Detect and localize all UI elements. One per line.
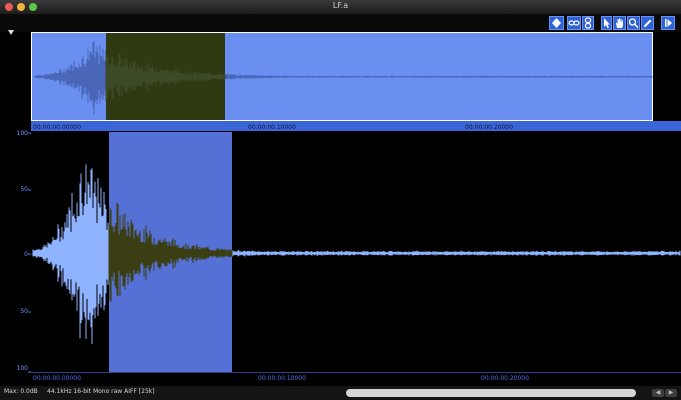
pencil-icon	[644, 19, 652, 28]
hand-icon	[616, 18, 623, 28]
pencil-tool-button[interactable]	[641, 16, 654, 30]
window-title: LF.a	[332, 1, 349, 10]
scroll-right-button[interactable]: ▶	[665, 389, 677, 397]
audio-format-label: 44.1kHz 16-bit Mono raw AIFF [25k]	[47, 388, 155, 395]
minimize-window-button[interactable]	[17, 3, 25, 11]
amplitude-tick-marks	[28, 132, 31, 373]
amplitude-label-bottom: 100	[16, 365, 28, 372]
loop-button[interactable]	[567, 16, 581, 30]
max-level-label: Max: 0.0dB	[4, 388, 38, 395]
overview-tick-label: 00:00:00.00000	[33, 124, 81, 131]
main-tick-label: 00:00:00.10000	[258, 375, 306, 382]
collapse-overview-icon[interactable]	[8, 30, 14, 35]
main-time-ruler: 00:00:00.00000 00:00:00.10000 00:00:00.2…	[31, 372, 681, 384]
zoom-window-button[interactable]	[29, 3, 37, 11]
main-tick-label: 00:00:00.20000	[481, 375, 529, 382]
scroll-left-button[interactable]: ◀	[652, 389, 664, 397]
main-waveform	[32, 164, 681, 344]
diamond-icon	[552, 18, 561, 28]
title-bar: LF.a	[0, 0, 681, 14]
overview-tick-label: 00:00:00.20000	[465, 124, 513, 131]
arrow-pointer-icon	[604, 18, 610, 28]
pointer-tool-button[interactable]	[601, 16, 612, 30]
scroll-left-icon: ◀	[655, 389, 661, 396]
chain-link-icon	[584, 17, 592, 29]
amplitude-label-lower: 50	[20, 308, 28, 315]
skip-forward-icon	[665, 19, 672, 27]
amplitude-label-top: 100	[16, 130, 28, 137]
scroll-right-icon: ▶	[668, 389, 674, 396]
magnifier-icon	[628, 18, 639, 29]
loop-icon	[568, 20, 580, 26]
toolbar	[0, 14, 681, 32]
amplitude-label-zero: 0	[24, 251, 28, 258]
link-button[interactable]	[582, 16, 594, 30]
zoom-tool-button[interactable]	[627, 16, 640, 30]
overview-waveform	[34, 41, 653, 115]
amplitude-label-upper: 50	[20, 186, 28, 193]
overview-time-ruler: 00:00:00.00000 00:00:00.10000 00:00:00.2…	[31, 121, 681, 131]
skip-to-end-button[interactable]	[661, 16, 675, 30]
main-tick-label: 00:00:00.00000	[33, 375, 81, 382]
play-selection-button[interactable]	[549, 16, 564, 30]
horizontal-scrollbar[interactable]	[346, 389, 636, 397]
hand-tool-button[interactable]	[613, 16, 626, 30]
overview-tick-label: 00:00:00.10000	[248, 124, 296, 131]
close-window-button[interactable]	[5, 3, 13, 11]
